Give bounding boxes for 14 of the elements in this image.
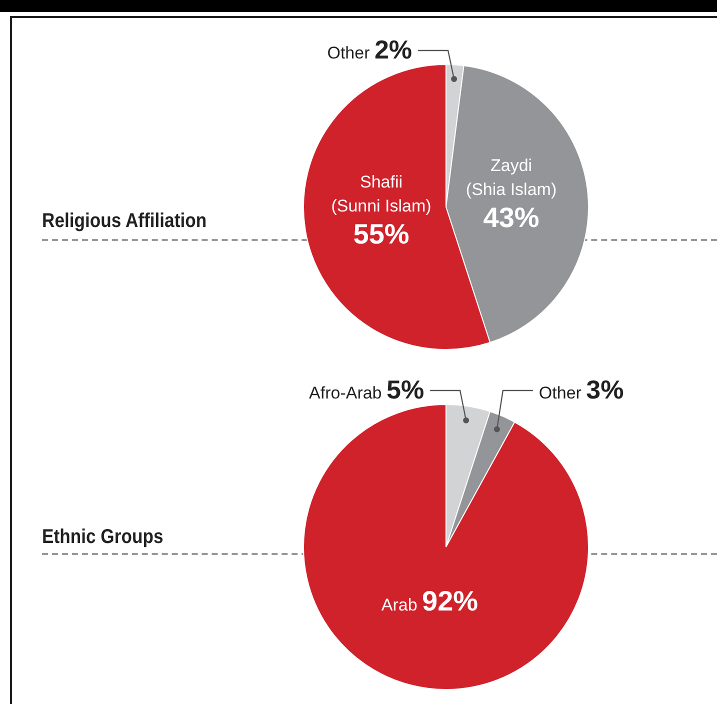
slice-label: Arab [381, 595, 422, 614]
data-label: 55% [353, 218, 410, 250]
data-label: 43% [483, 202, 540, 233]
slice-label: Zaydi (Shia Islam) [466, 156, 557, 199]
slice-label: Other [538, 384, 586, 402]
data-label: 3% [586, 374, 624, 404]
slice-label: Shafii (Sunni Islam) [331, 172, 432, 216]
data-label: 2% [374, 34, 412, 64]
data-label: 92% [422, 585, 478, 616]
text: Religious Affiliation [42, 210, 207, 233]
slice-label: Afro-Arab [309, 384, 386, 402]
data-label: 5% [386, 374, 424, 404]
slice-label: Other [327, 44, 374, 62]
text: Ethnic Groups [42, 526, 164, 549]
